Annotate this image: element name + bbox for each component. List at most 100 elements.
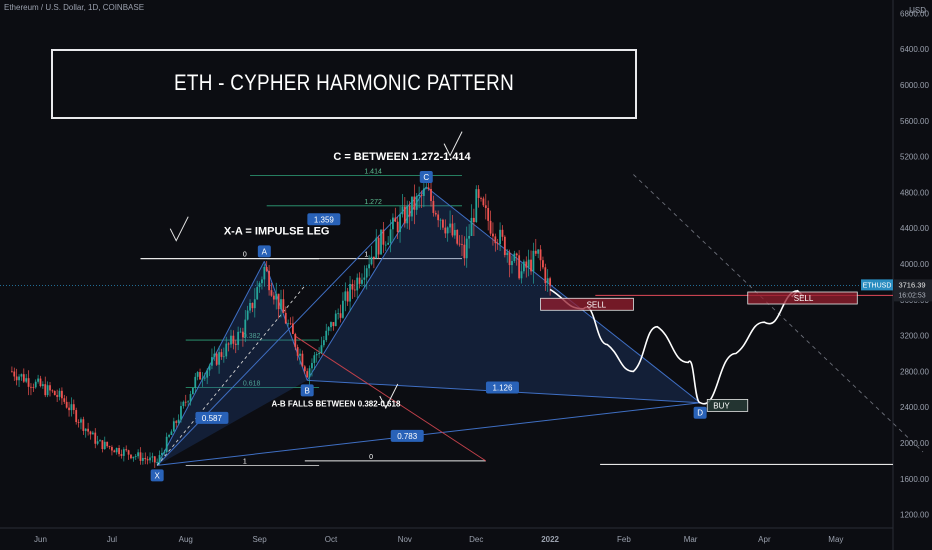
candle-body <box>408 205 411 217</box>
candle-body <box>32 387 35 388</box>
x-tick-label: 2022 <box>541 535 559 544</box>
fib-c-label: 0 <box>369 454 373 461</box>
bcd-triangle <box>307 187 701 403</box>
candle-body <box>65 401 68 408</box>
candle-body <box>427 187 430 189</box>
candle-body <box>120 454 123 456</box>
y-tick-label: 2800.00 <box>900 367 929 376</box>
candle-body <box>156 462 159 463</box>
candle-body <box>415 196 418 210</box>
candle-body <box>68 407 70 411</box>
candle-body <box>368 264 371 269</box>
candle-body <box>203 377 206 379</box>
candle-body <box>44 384 47 396</box>
candle-body <box>161 452 163 456</box>
candle-body <box>268 270 270 291</box>
candle-body <box>232 335 235 344</box>
current-price-tag: ETHUSD 3716.39 16:02:53 <box>861 279 932 302</box>
candle-body <box>322 340 325 346</box>
candle-body <box>230 335 232 345</box>
candle-body <box>315 354 318 356</box>
candle-body <box>453 229 456 236</box>
symbol-info: Ethereum / U.S. Dollar, 1D, COINBASE <box>4 3 145 12</box>
price-tag-value: 3716.39 <box>898 280 925 289</box>
candle-body <box>220 352 223 357</box>
candle-body <box>22 374 25 382</box>
candle-body <box>215 353 218 365</box>
ratio-label-bg <box>307 213 341 226</box>
pattern-leg <box>156 261 265 466</box>
y-tick-label: 6800.00 <box>900 9 929 18</box>
candle-body <box>480 197 482 199</box>
candle-body <box>465 238 468 259</box>
y-tick-label: 1600.00 <box>900 475 929 484</box>
candle-body <box>499 229 501 245</box>
candle-body <box>325 330 328 341</box>
candle-body <box>175 421 178 423</box>
candle-body <box>153 456 156 463</box>
candle-body <box>263 267 266 280</box>
candle-body <box>334 313 337 327</box>
candle-body <box>227 343 230 345</box>
candle-body <box>132 456 135 459</box>
candle-body <box>158 455 161 463</box>
candle-body <box>96 441 99 444</box>
candle-body <box>394 217 397 222</box>
candle-body <box>206 370 209 378</box>
xa-dashed <box>156 286 305 466</box>
candle-body <box>525 261 528 268</box>
y-tick-label: 2400.00 <box>900 403 929 412</box>
candle-body <box>103 441 106 450</box>
candle-body <box>20 374 23 377</box>
x-tick-label: Apr <box>758 535 771 544</box>
candle-body <box>432 201 435 213</box>
candle-body <box>503 236 506 256</box>
candle-body <box>365 268 368 278</box>
candle-body <box>303 366 306 372</box>
candle-body <box>299 353 301 356</box>
sell-zone <box>747 291 858 305</box>
x-tick-label: Oct <box>325 535 338 544</box>
candle-body <box>420 194 423 196</box>
candle-body <box>511 261 513 266</box>
candle-body <box>337 313 340 315</box>
candle-body <box>84 428 87 431</box>
candle-body <box>168 434 170 437</box>
annotation-text: A-B FALLS BETWEEN 0.382-0.618 <box>271 399 400 408</box>
candle-body <box>494 236 497 244</box>
candle-body <box>470 217 473 236</box>
candle-body <box>349 284 351 302</box>
candle-body <box>406 205 409 224</box>
y-tick-label: 2000.00 <box>900 439 929 448</box>
candle-body <box>399 214 401 232</box>
x-tick-label: Feb <box>617 535 631 544</box>
candle-body <box>249 302 251 311</box>
candle-body <box>208 365 211 371</box>
descending-trendline <box>633 174 924 453</box>
fib-xa-label: 0 <box>243 252 247 259</box>
candle-body <box>58 390 61 397</box>
sell-zone <box>540 297 634 311</box>
candle-body <box>25 378 28 382</box>
candle-body <box>370 256 373 265</box>
ratio-label: 1.126 <box>492 383 513 392</box>
ratio-label-bg <box>390 429 424 442</box>
x-tick-label: Jul <box>107 535 117 544</box>
point-label-c: C <box>423 173 429 182</box>
candle-body <box>137 452 140 457</box>
candle-body <box>187 401 190 403</box>
currency-label: USD <box>909 6 926 15</box>
candle-body <box>506 252 509 256</box>
candle-body <box>356 277 359 291</box>
candle-body <box>244 319 247 338</box>
candle-body <box>520 271 523 279</box>
candle-body <box>475 189 478 223</box>
candle-body <box>513 253 516 262</box>
candle-body <box>122 449 125 456</box>
candle-body <box>358 277 361 284</box>
candle-body <box>149 457 151 461</box>
candle-body <box>458 243 461 245</box>
candle-body <box>80 419 82 423</box>
candle-body <box>211 357 213 366</box>
